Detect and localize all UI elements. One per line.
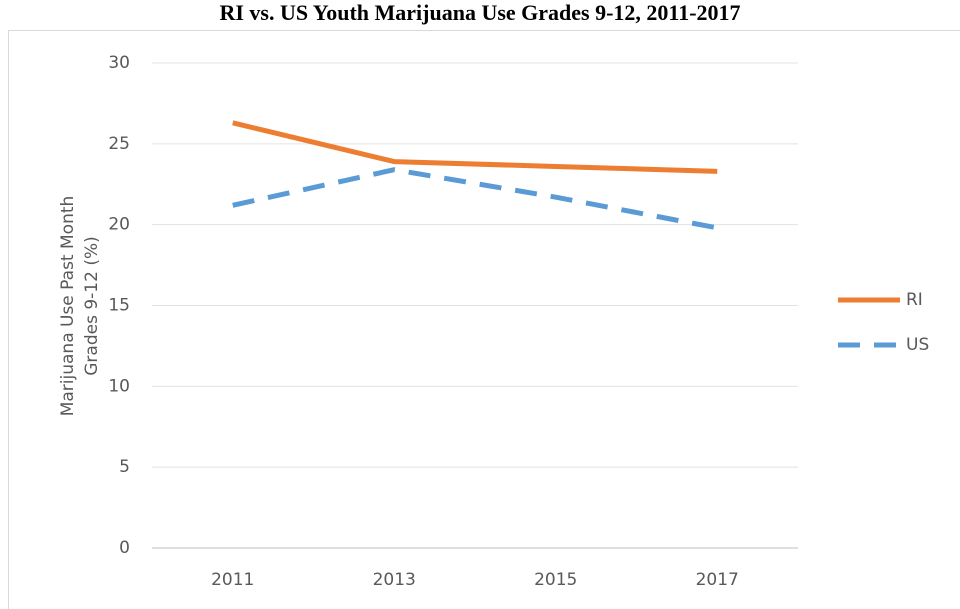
y-tick-label: 0: [119, 538, 130, 558]
chart-title: RI vs. US Youth Marijuana Use Grades 9-1…: [219, 0, 740, 25]
x-tick-label: 2017: [696, 570, 739, 590]
y-tick-label: 10: [108, 376, 130, 396]
series-line: [232, 120, 718, 174]
series-line: [232, 167, 718, 231]
y-axis-label: Marijuana Use Past Month: [58, 196, 78, 417]
x-tick-label: 2011: [211, 570, 254, 590]
y-tick-label: 5: [119, 457, 130, 477]
chart-frame: [8, 30, 960, 609]
y-tick-label: 30: [108, 53, 130, 73]
y-tick-label: 20: [108, 215, 130, 235]
x-tick-label: 2013: [373, 570, 416, 590]
legend-label: US: [906, 335, 929, 355]
y-tick-label: 15: [108, 296, 130, 316]
legend-label: RI: [906, 290, 923, 310]
y-tick-label: 25: [108, 134, 130, 154]
y-axis-label: Grades 9-12 (%): [82, 236, 102, 376]
x-tick-label: 2015: [534, 570, 577, 590]
